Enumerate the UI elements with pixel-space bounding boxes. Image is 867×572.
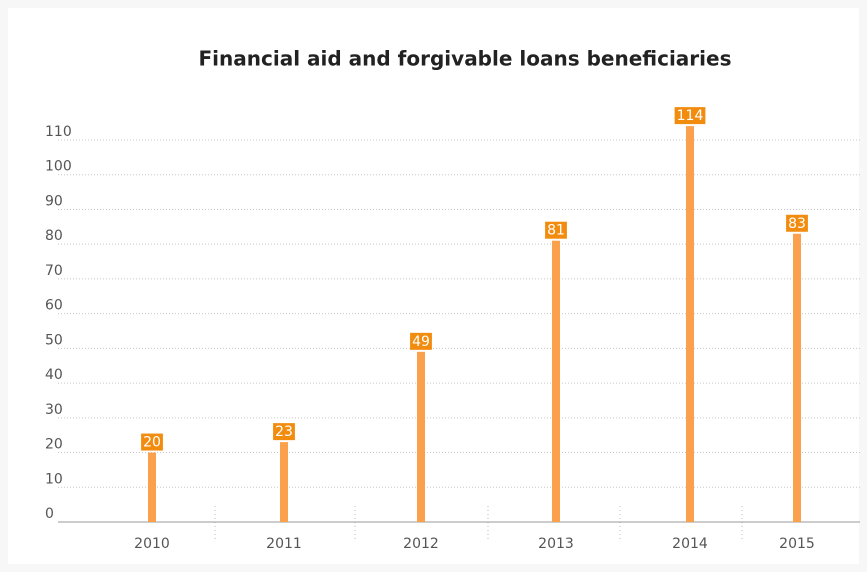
bar <box>280 442 288 522</box>
y-tick-label: 100 <box>45 159 72 175</box>
value-label: 83 <box>788 216 806 232</box>
value-label-box <box>786 214 808 232</box>
value-label: 114 <box>677 108 704 124</box>
value-label-box <box>410 332 432 350</box>
y-tick-label: 80 <box>45 228 63 244</box>
bar <box>417 351 425 522</box>
chart-title: Financial aid and forgivable loans benef… <box>199 47 732 71</box>
value-label-box <box>545 221 567 239</box>
y-tick-label: 40 <box>45 367 63 383</box>
x-tick-label: 2014 <box>672 536 708 552</box>
y-tick-label: 0 <box>45 506 54 522</box>
value-label-box <box>674 107 706 125</box>
bar <box>793 233 801 522</box>
value-label-box <box>273 423 295 441</box>
bar <box>148 452 156 522</box>
x-tick-label: 2015 <box>779 536 815 552</box>
y-tick-label: 110 <box>45 124 72 140</box>
separators <box>214 506 743 540</box>
x-tick-label: 2010 <box>134 536 170 552</box>
panel <box>8 8 859 564</box>
value-label: 23 <box>275 424 293 440</box>
y-tick-label: 90 <box>45 193 63 209</box>
y-tick-label: 30 <box>45 402 63 418</box>
bar <box>552 240 560 522</box>
y-tick-label: 70 <box>45 263 63 279</box>
x-tick-label: 2013 <box>538 536 574 552</box>
value-label-box <box>141 433 163 451</box>
value-label: 81 <box>547 223 565 239</box>
y-tick-label: 10 <box>45 471 63 487</box>
y-tick-label: 60 <box>45 298 63 314</box>
value-label: 20 <box>143 435 161 451</box>
value-label: 49 <box>412 334 430 350</box>
x-tick-label: 2012 <box>403 536 439 552</box>
x-tick-label: 2011 <box>266 536 302 552</box>
bar <box>686 126 694 522</box>
y-tick-label: 50 <box>45 332 63 348</box>
y-tick-label: 20 <box>45 437 63 453</box>
